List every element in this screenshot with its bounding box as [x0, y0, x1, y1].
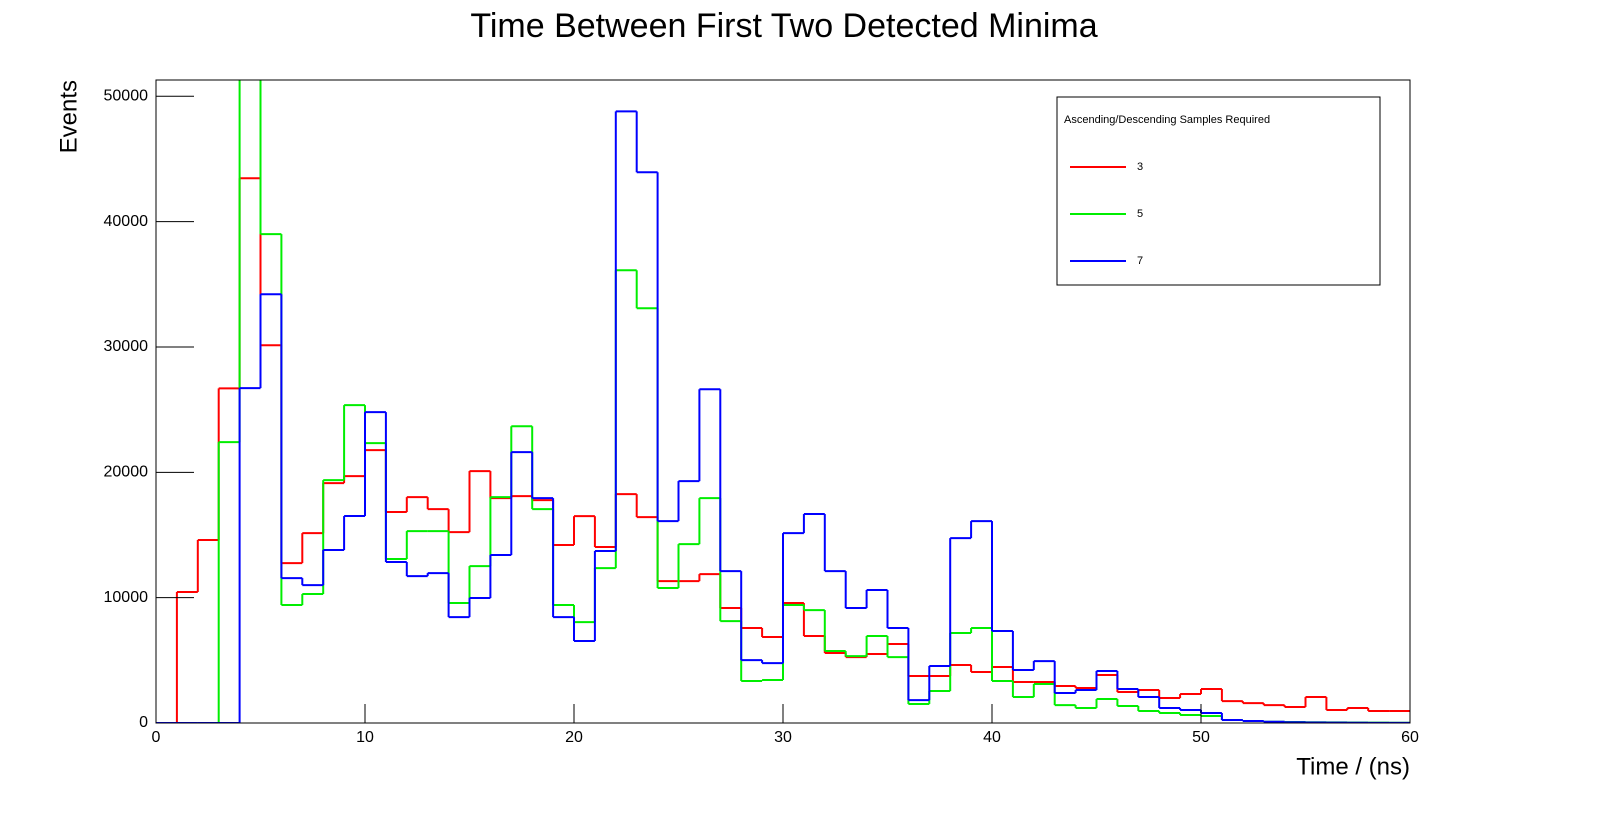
y-tick-label: 40000 [104, 213, 149, 230]
legend [1056, 96, 1381, 286]
x-tick-label: 40 [983, 729, 1001, 746]
y-tick-label: 0 [139, 714, 148, 731]
y-tick-label: 20000 [104, 464, 149, 481]
legend-title: Ascending/Descending Samples Required [1064, 114, 1270, 126]
x-tick-label: 50 [1192, 729, 1210, 746]
legend-label: 5 [1137, 208, 1143, 220]
legend-label: 3 [1137, 161, 1143, 173]
x-tick-label: 0 [152, 729, 161, 746]
x-tick-label: 30 [774, 729, 792, 746]
y-tick-label: 50000 [104, 88, 149, 105]
x-tick-label: 20 [565, 729, 583, 746]
y-axis-label: Events [55, 80, 82, 153]
y-tick-label: 30000 [104, 338, 149, 355]
plot-area [156, 80, 1410, 723]
chart-title: Time Between First Two Detected Minima [470, 7, 1097, 45]
legend-label: 7 [1137, 255, 1143, 267]
x-tick-label: 60 [1401, 729, 1419, 746]
y-tick-label: 10000 [104, 589, 149, 606]
x-tick-label: 10 [356, 729, 374, 746]
x-axis-label: Time / (ns) [1296, 753, 1410, 780]
